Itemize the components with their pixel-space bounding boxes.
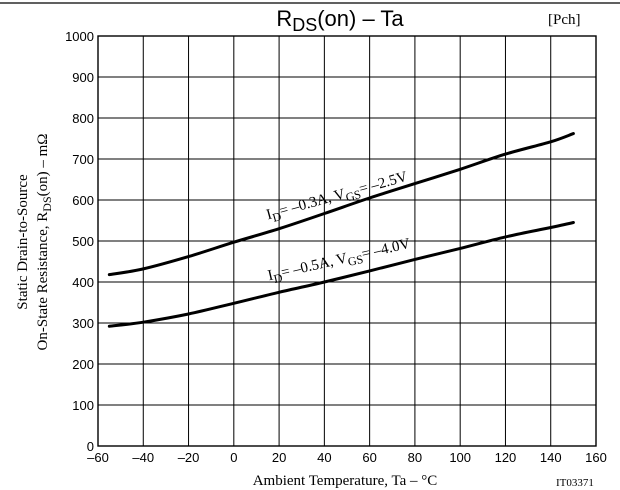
y-tick-labels: 0 100 200 300 400 500 600 700 800 900 1000 <box>65 29 94 454</box>
x-tick-label: 80 <box>408 450 422 465</box>
y-tick-label: 700 <box>72 152 94 167</box>
chart-title: RDS(on) – Ta <box>276 6 404 35</box>
x-tick-label: 60 <box>362 450 376 465</box>
plot-frame <box>97 35 597 447</box>
x-tick-label: –40 <box>132 450 154 465</box>
x-tick-label: 140 <box>540 450 562 465</box>
x-tick-labels: –60 –40 –20 0 20 40 60 80 100 120 140 160 <box>87 450 607 465</box>
figure-id: IT03371 <box>556 477 594 489</box>
x-tick-label: 160 <box>585 450 607 465</box>
grid <box>97 35 597 447</box>
x-axis-label: Ambient Temperature, Ta – °C <box>253 473 438 489</box>
x-tick-label: 0 <box>230 450 237 465</box>
title-main: R <box>276 6 292 31</box>
y-tick-label: 600 <box>72 193 94 208</box>
curve-label-series-1: ID= –0.3A, VGS= –2.5V <box>265 169 411 226</box>
x-tick-label: –60 <box>87 450 109 465</box>
title-rest: (on) – Ta <box>317 6 404 31</box>
y-tick-label: 800 <box>72 111 94 126</box>
y-tick-label: 900 <box>72 70 94 85</box>
y-tick-label: 200 <box>72 357 94 372</box>
series-group <box>107 132 575 328</box>
series-line-1 <box>107 132 575 277</box>
y-tick-label: 400 <box>72 275 94 290</box>
y-axis-label-line1: Static Drain-to-Source <box>15 174 31 310</box>
y-axis-label-line2: On-State Resistance, RDS(on) – mΩ <box>35 134 54 351</box>
series-line-2 <box>107 221 575 328</box>
pch-tag: [Pch] <box>548 12 581 28</box>
x-tick-label: 100 <box>449 450 471 465</box>
y-tick-label: 100 <box>72 398 94 413</box>
x-tick-label: 40 <box>317 450 331 465</box>
x-tick-label: 20 <box>272 450 286 465</box>
y-tick-label: 300 <box>72 316 94 331</box>
y-tick-label: 500 <box>72 234 94 249</box>
title-sub: DS <box>292 15 317 35</box>
x-tick-label: 120 <box>495 450 517 465</box>
y-tick-label: 1000 <box>65 29 94 44</box>
y-tick-label: 0 <box>87 439 94 454</box>
x-tick-label: –20 <box>178 450 200 465</box>
